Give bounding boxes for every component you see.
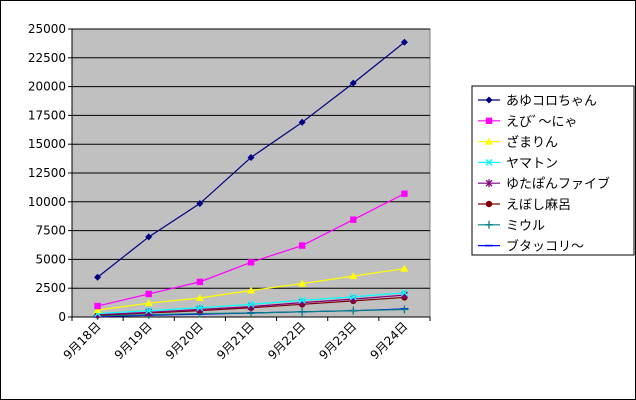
- x-tick-label: 9月20日: [163, 319, 206, 362]
- x-tick-label: 9月23日: [316, 319, 359, 362]
- data-point: [144, 299, 153, 307]
- legend-marker: [485, 220, 493, 229]
- legend-marker: [485, 117, 493, 124]
- y-tick-label: 2500: [35, 281, 66, 295]
- data-point: [247, 300, 255, 308]
- data-point: [196, 278, 204, 286]
- data-point: [196, 200, 204, 208]
- y-tick-label: 10000: [28, 195, 66, 209]
- data-point: [145, 307, 153, 315]
- data-point: [400, 264, 409, 272]
- data-point: [94, 273, 102, 281]
- y-tick-label: 0: [58, 310, 66, 324]
- legend: あゆコロちゃんえびﾞ〜にゃざまりんヤマトンゆたぽんファイブえぼし麻呂ミウルブタッ…: [478, 94, 610, 255]
- legend-label: ざまりん: [506, 135, 558, 151]
- y-tick-label: 22500: [28, 51, 66, 65]
- data-point: [349, 272, 358, 280]
- data-point: [350, 216, 357, 223]
- legend-marker: [485, 200, 493, 208]
- data-point: [298, 242, 306, 249]
- data-point: [298, 307, 307, 316]
- legend-item: えびﾞ〜にゃ: [478, 115, 578, 130]
- y-tick-label: 12500: [28, 166, 66, 180]
- series-group: [93, 38, 409, 320]
- legend-item: えぼし麻呂: [478, 198, 571, 213]
- y-tick-label: 7500: [35, 224, 66, 238]
- legend-box: [471, 85, 635, 256]
- legend-label: えぼし麻呂: [506, 198, 571, 213]
- series-1: [94, 38, 408, 281]
- legend-label: ミウル: [506, 219, 545, 234]
- data-point: [145, 290, 152, 298]
- legend-item: ミウル: [478, 219, 545, 234]
- legend-item: ブタッコリ〜: [478, 239, 584, 255]
- data-point: [247, 286, 255, 294]
- data-point: [349, 293, 357, 301]
- data-point: [93, 306, 102, 314]
- x-tick-label: 9月18日: [61, 319, 104, 362]
- legend-marker: [485, 158, 493, 166]
- data-point: [298, 118, 306, 126]
- data-point: [349, 79, 357, 87]
- data-point: [298, 279, 307, 287]
- series-3: [93, 264, 409, 314]
- data-point: [94, 302, 101, 310]
- legend-label: ヤマトン: [506, 156, 558, 171]
- data-point: [400, 38, 408, 46]
- data-point: [401, 190, 408, 197]
- data-point: [400, 289, 408, 297]
- data-point: [195, 293, 204, 301]
- legend-item: ヤマトン: [478, 156, 558, 171]
- legend-label: ブタッコリ〜: [506, 239, 584, 255]
- y-tick-label: 20000: [28, 80, 66, 94]
- data-point: [145, 233, 153, 241]
- legend-item: ざまりん: [478, 135, 558, 151]
- data-point: [196, 304, 204, 312]
- y-tick-label: 25000: [28, 22, 66, 36]
- data-point: [349, 306, 358, 315]
- x-axis-ticks: 9月18日 9月19日 9月20日 9月21日 9月22日 9月23日 9月24日: [61, 317, 431, 362]
- series-4: [94, 289, 408, 318]
- legend-label: ゆたぽんファイブ: [506, 176, 610, 192]
- y-tick-label: 5000: [35, 252, 66, 266]
- x-tick-label: 9月22日: [265, 319, 308, 362]
- data-point: [298, 296, 306, 304]
- x-tick-label: 9月24日: [367, 319, 410, 362]
- data-point: [400, 305, 409, 314]
- legend-marker: [485, 137, 493, 145]
- y-axis-ticks: 0 2500 5000 7500 10000 12500 15000 17500 20000 22…: [28, 22, 430, 324]
- legend-label: えびﾞ〜にゃ: [506, 115, 578, 130]
- legend-item: ゆたぽんファイブ: [478, 176, 610, 192]
- legend-item: あゆコロちゃん: [478, 94, 597, 109]
- x-tick-label: 9月19日: [112, 319, 155, 362]
- data-point: [247, 153, 255, 161]
- legend-marker: [485, 96, 493, 104]
- series-2: [94, 190, 408, 310]
- x-tick-label: 9月21日: [214, 319, 257, 362]
- y-tick-label: 17500: [28, 108, 66, 122]
- y-tick-label: 15000: [28, 137, 66, 151]
- legend-label: あゆコロちゃん: [506, 94, 597, 109]
- legend-marker: [485, 179, 493, 188]
- data-point: [247, 259, 255, 266]
